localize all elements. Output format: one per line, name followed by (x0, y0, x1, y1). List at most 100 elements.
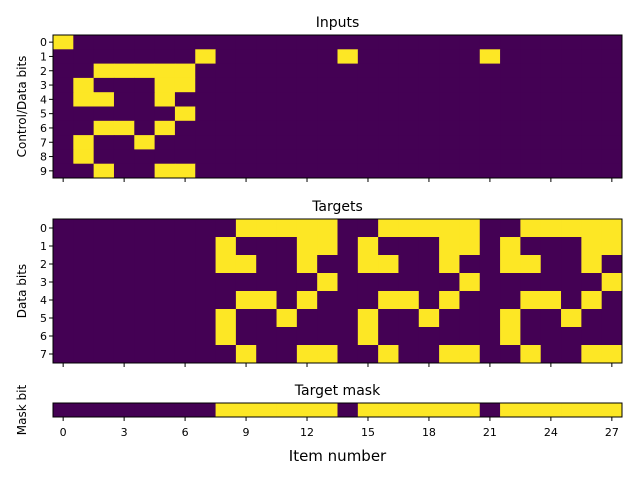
heatmap-cell (53, 77, 74, 93)
heatmap-cell (540, 309, 562, 328)
heatmap-cell (479, 163, 501, 179)
heatmap-cell (601, 77, 623, 93)
heatmap-cell (296, 309, 318, 328)
heatmap-cell (154, 49, 176, 64)
heatmap-cell (520, 327, 542, 346)
heatmap-cell (154, 135, 176, 150)
y-axis-label: Mask bit (15, 385, 29, 436)
heatmap-cell (53, 273, 74, 292)
heatmap-cell (459, 327, 481, 346)
heatmap-cell (195, 49, 216, 64)
y-tick-label: 4 (40, 294, 47, 307)
heatmap-cell (459, 309, 481, 328)
heatmap-cell (134, 291, 156, 310)
heatmap-cell (296, 163, 318, 179)
heatmap-cell (235, 63, 257, 79)
heatmap-cell (500, 327, 521, 346)
heatmap-cell (113, 92, 135, 107)
heatmap-cell (459, 403, 481, 418)
heatmap-cell (317, 77, 338, 93)
heatmap-cell (276, 327, 298, 346)
heatmap-cell (195, 92, 216, 107)
heatmap-cell (317, 163, 338, 179)
panel-frame (52, 402, 623, 418)
heatmap-cell (581, 106, 603, 122)
heatmap-cell (215, 106, 237, 122)
heatmap-cell (601, 149, 623, 165)
y-tick-label: 0 (40, 222, 47, 235)
heatmap-cell (73, 49, 95, 64)
heatmap-cell (581, 291, 603, 310)
heatmap-cell (215, 345, 237, 364)
heatmap-cell (276, 106, 298, 122)
heatmap-cell (215, 92, 237, 107)
heatmap-cell (337, 149, 359, 165)
heatmap-cell (479, 219, 501, 238)
heatmap-cell (276, 273, 298, 292)
heatmap-cell (601, 63, 623, 79)
heatmap-cell (378, 77, 399, 93)
heatmap-cell (134, 35, 156, 50)
heatmap-cell (134, 403, 156, 418)
heatmap-cell (540, 327, 562, 346)
heatmap-cell (154, 106, 176, 122)
heatmap-cell (93, 403, 115, 418)
heatmap-cell (418, 255, 440, 274)
heatmap-cell (418, 403, 440, 418)
heatmap-cell (601, 219, 623, 238)
heatmap-cell (235, 345, 257, 364)
heatmap-cell (113, 106, 135, 122)
heatmap-cell (398, 49, 420, 64)
heatmap-cell (317, 106, 338, 122)
heatmap-cell (459, 120, 481, 136)
heatmap-cell (93, 345, 115, 364)
heatmap-cell (398, 77, 420, 93)
heatmap-cell (154, 237, 176, 256)
heatmap-cell (500, 135, 521, 150)
heatmap-cell (601, 106, 623, 122)
heatmap-cell (174, 255, 196, 274)
heatmap-cell (439, 120, 460, 136)
heatmap-cell (337, 49, 359, 64)
y-tick-label: 5 (40, 108, 47, 121)
heatmap-cell (276, 63, 298, 79)
heatmap-cell (418, 327, 440, 346)
heatmap-cell (561, 120, 582, 136)
heatmap-cell (154, 163, 176, 179)
heatmap-cell (540, 163, 562, 179)
heatmap-cell (418, 35, 440, 50)
heatmap-cell (256, 327, 277, 346)
heatmap-cell (276, 309, 298, 328)
heatmap-cell (418, 63, 440, 79)
heatmap-cell (540, 345, 562, 364)
heatmap-cell (459, 149, 481, 165)
heatmap-cell (378, 35, 399, 50)
heatmap-cell (296, 273, 318, 292)
y-axis-label: Control/Data bits (15, 56, 29, 158)
heatmap-cell (581, 149, 603, 165)
heatmap-cell (276, 135, 298, 150)
heatmap-cell (378, 49, 399, 64)
heatmap-cell (215, 120, 237, 136)
heatmap-cell (439, 63, 460, 79)
heatmap-cell (93, 255, 115, 274)
heatmap-cell (113, 309, 135, 328)
heatmap-cell (479, 49, 501, 64)
x-tick-label: 0 (60, 426, 67, 439)
heatmap-cell (520, 135, 542, 150)
heatmap-cell (398, 345, 420, 364)
heatmap-cell (581, 403, 603, 418)
heatmap-cell (174, 63, 196, 79)
heatmap-cell (93, 120, 115, 136)
heatmap-cell (215, 291, 237, 310)
heatmap-cell (459, 219, 481, 238)
heatmap-cell (93, 237, 115, 256)
heatmap-cell (561, 255, 582, 274)
heatmap-cell (195, 309, 216, 328)
heatmap-cell (479, 63, 501, 79)
heatmap-cell (174, 273, 196, 292)
panel-title: Targets (311, 199, 363, 215)
heatmap-cell (174, 135, 196, 150)
heatmap-cell (174, 403, 196, 418)
heatmap-cell (581, 273, 603, 292)
